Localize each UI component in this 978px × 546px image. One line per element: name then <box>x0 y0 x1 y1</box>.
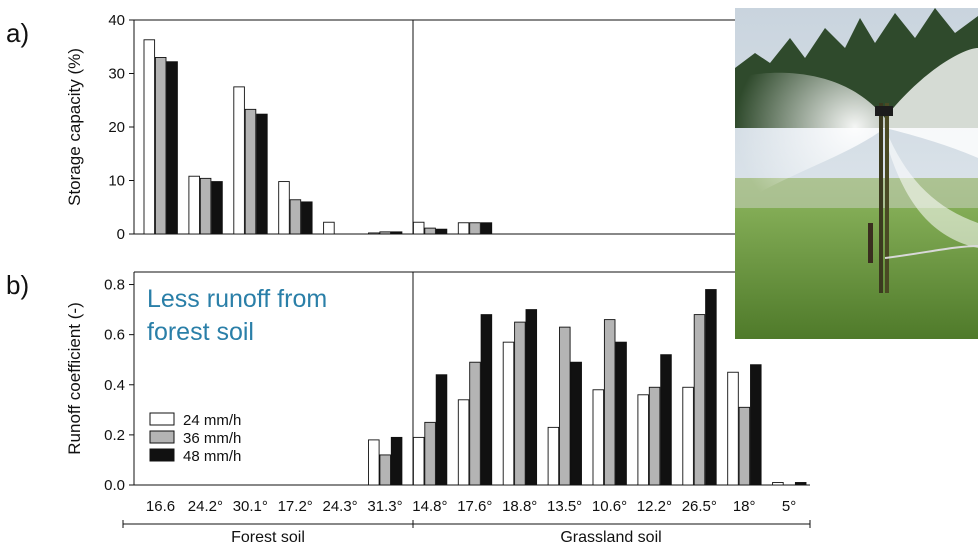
panel-label: a) <box>6 18 29 48</box>
bar <box>502 341 515 486</box>
legend-label: 48 mm/h <box>183 448 241 465</box>
x-tick-label: 5° <box>782 498 796 515</box>
bar <box>289 199 302 235</box>
bar <box>154 57 167 235</box>
annotation-line-2: forest soil <box>147 318 254 346</box>
bar <box>379 454 391 486</box>
bar <box>615 341 627 486</box>
y-axis-label: Runoff coefficient (-) <box>65 302 84 454</box>
y-tick-label: 10 <box>108 173 125 190</box>
annotation-line-1: Less runoff from <box>147 285 327 313</box>
legend-label: 24 mm/h <box>183 412 241 429</box>
bar <box>738 406 751 486</box>
bar <box>233 86 245 235</box>
x-tick-label: 17.6° <box>457 498 492 515</box>
group-label-grassland: Grassland soil <box>560 529 661 546</box>
bar <box>424 421 436 486</box>
bar <box>412 436 425 486</box>
bar <box>368 439 380 486</box>
x-tick-label: 30.1° <box>233 498 268 515</box>
x-tick-label: 24.3° <box>322 498 357 515</box>
bar <box>457 399 470 486</box>
bar <box>480 222 493 235</box>
bar <box>682 386 694 486</box>
bar <box>390 231 403 235</box>
y-tick-label: 0.8 <box>104 277 125 294</box>
legend-label: 36 mm/h <box>183 430 241 447</box>
x-tick-label: 16.6 <box>146 498 175 515</box>
bar <box>278 181 290 235</box>
x-tick-label: 13.5° <box>547 498 582 515</box>
irrigation-sprinkler-photo <box>735 8 978 339</box>
y-axis-label: Storage capacity (%) <box>65 48 84 206</box>
bar <box>693 314 706 486</box>
y-tick-label: 0.0 <box>104 477 125 494</box>
bar <box>390 436 403 486</box>
y-tick-label: 0.4 <box>104 377 125 394</box>
bar <box>435 374 448 486</box>
bar <box>244 108 257 235</box>
bar <box>794 482 807 486</box>
bar <box>525 309 538 486</box>
bar <box>480 314 493 486</box>
annotation-text: Less runoff from forest soil <box>147 285 327 346</box>
bar <box>457 222 470 235</box>
x-tick-label: 18.8° <box>502 498 537 515</box>
y-tick-label: 0 <box>117 226 125 243</box>
x-tick-label: 18° <box>733 498 756 515</box>
group-label-forest: Forest soil <box>231 529 305 546</box>
bar <box>199 177 212 235</box>
bar <box>424 227 436 235</box>
panel-b: 0.0 0.2 0.4 0.6 0.8 Runoff coefficient (-) b) <box>6 270 810 494</box>
bar <box>727 371 739 486</box>
bar <box>592 389 605 486</box>
bar <box>143 39 156 235</box>
bar <box>368 232 380 235</box>
bar <box>750 364 762 486</box>
bar <box>301 201 313 235</box>
bar <box>559 326 571 486</box>
x-tick-label: 31.3° <box>367 498 402 515</box>
bar <box>570 361 582 486</box>
legend-swatch <box>149 448 175 462</box>
x-tick-label: 10.6° <box>592 498 627 515</box>
x-tick-label: 17.2° <box>278 498 313 515</box>
bar <box>256 113 268 235</box>
bar <box>188 175 200 235</box>
y-tick-label: 40 <box>108 12 125 29</box>
y-tick-label: 30 <box>108 66 125 83</box>
bar <box>323 221 335 235</box>
bar <box>547 426 560 486</box>
bar <box>660 354 672 486</box>
bar <box>166 61 178 235</box>
legend: 24 mm/h36 mm/h48 mm/h <box>149 412 241 465</box>
bar <box>435 228 448 235</box>
x-tick-label: 12.2° <box>637 498 672 515</box>
panel-label: b) <box>6 270 29 300</box>
panel-a: 0 10 20 30 40 Storage capacity (%) a) <box>6 12 735 243</box>
bar <box>705 289 717 486</box>
bar <box>379 231 391 235</box>
bar <box>211 181 223 235</box>
x-tick-label: 14.8° <box>412 498 447 515</box>
bar <box>648 386 661 486</box>
y-tick-label: 0.6 <box>104 327 125 344</box>
bar <box>412 221 425 235</box>
legend-swatch <box>149 412 175 426</box>
bar <box>772 482 784 486</box>
y-tick-label: 20 <box>108 119 125 136</box>
bar <box>603 319 616 486</box>
bar <box>514 321 526 486</box>
legend-swatch <box>149 430 175 444</box>
bar <box>469 361 481 486</box>
x-tick-label: 24.2° <box>188 498 223 515</box>
bar <box>469 222 481 235</box>
bar <box>637 394 649 486</box>
x-tick-label: 26.5° <box>682 498 717 515</box>
y-tick-label: 0.2 <box>104 427 125 444</box>
